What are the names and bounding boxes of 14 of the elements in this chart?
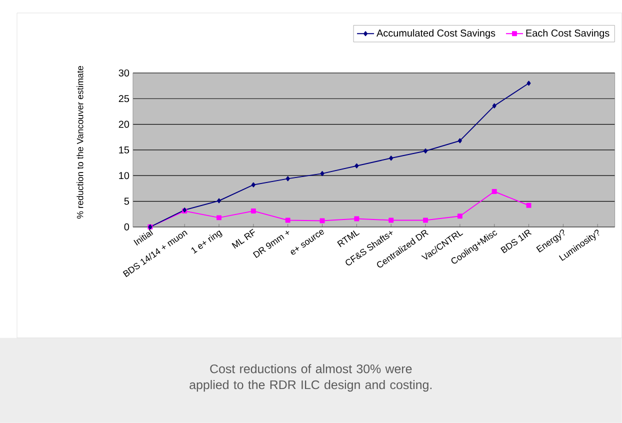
y-tick-label: 25 [118, 95, 130, 102]
y-tick-label: 15 [119, 146, 130, 154]
x-tick-label: 1 e+ ring [191, 230, 222, 254]
y-axis-title: % reduction to the Vancouver estimate [76, 66, 84, 219]
y-tick-label: 20 [118, 120, 130, 128]
y-tick-label: 0 [124, 223, 130, 231]
x-tick-label: ML RF [232, 228, 255, 249]
legend-label: Accumulated Cost Savings [376, 29, 496, 39]
y-tick-label: 10 [119, 172, 130, 180]
text: Cost reductions of almost 30% were applied to the RDR ILC design and costing. [190, 364, 432, 392]
y-tick-label: 30 [118, 70, 130, 77]
x-tick-label: BDS 1IR [500, 230, 532, 254]
legend-label: Each Cost Savings [526, 29, 610, 39]
y-tick-label: 5 [124, 198, 130, 205]
